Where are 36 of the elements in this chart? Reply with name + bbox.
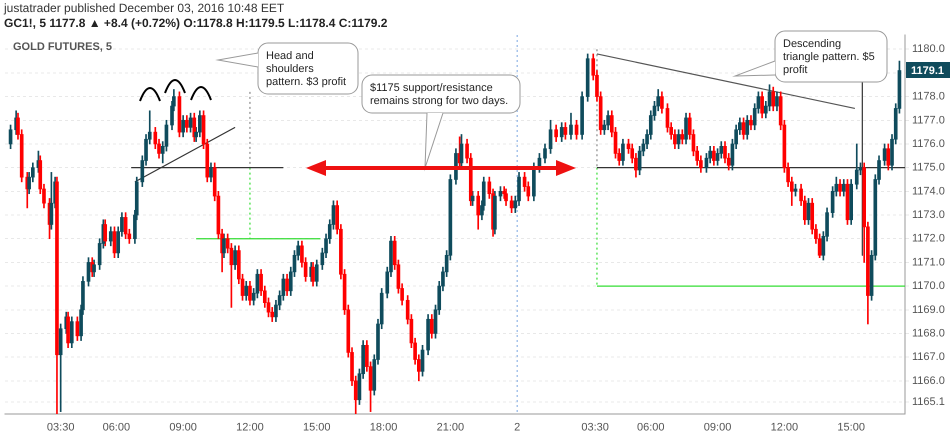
y-tick-label: 1176.0: [912, 138, 945, 150]
y-tick-label: 1166.0: [912, 374, 945, 387]
x-tick-label: 06:00: [102, 422, 130, 434]
y-tick-label: 1173.0: [912, 209, 945, 222]
text: GOLD FUTURES, 5: [13, 41, 112, 53]
x-tick-label: 15:00: [302, 422, 331, 434]
text: 1179.1: [911, 65, 944, 77]
annotation: Descending triangle pattern. $5 profit: [783, 38, 875, 76]
annotation: Head and shoulders pattern. $3 profit: [266, 50, 346, 88]
y-tick-label: 1168.0: [912, 327, 945, 340]
x-tick-label: 21:00: [436, 422, 464, 434]
annotation: $1175 support/resistance remains strong for two days.: [370, 82, 508, 107]
x-tick-label: 12:00: [770, 422, 798, 434]
x-tick-label: 12:00: [236, 422, 264, 434]
x-tick-label: 15:00: [837, 422, 865, 434]
x-tick-label: 03:30: [581, 422, 609, 434]
candlestick: [794, 184, 798, 196]
y-tick-label: 1169.0: [912, 304, 945, 316]
y-tick-label: 1174.0: [912, 185, 945, 198]
y-tick-label: 1175.0: [912, 162, 945, 174]
text: justatrader published December 03, 2016 10:48 EET: [3, 1, 285, 15]
x-tick-label: 09:00: [169, 422, 197, 434]
y-tick-label: 1171.0: [912, 256, 945, 268]
y-tick-label: 1180.0: [912, 43, 945, 56]
y-tick-label: 1178.0: [912, 90, 945, 103]
x-tick-label: 09:00: [704, 422, 732, 434]
x-tick-label: 2: [514, 422, 520, 434]
y-tick-label: 1165.1: [912, 396, 945, 408]
y-tick-label: 1167.0: [912, 351, 945, 364]
y-tick-label: 1172.0: [912, 232, 945, 245]
chart-subtitle: GC1!, 5 1177.8 ▲ +8.4 (+0.72%) O:1178.8 H:1179.5 L:1178.4 C:1179.2: [4, 16, 388, 30]
y-tick-label: 1177.0: [912, 114, 945, 126]
y-tick-label: 1170.0: [912, 280, 945, 292]
x-tick-label: 06:00: [637, 422, 665, 434]
x-tick-label: 03:30: [46, 422, 74, 434]
x-tick-label: 18:00: [370, 422, 398, 434]
